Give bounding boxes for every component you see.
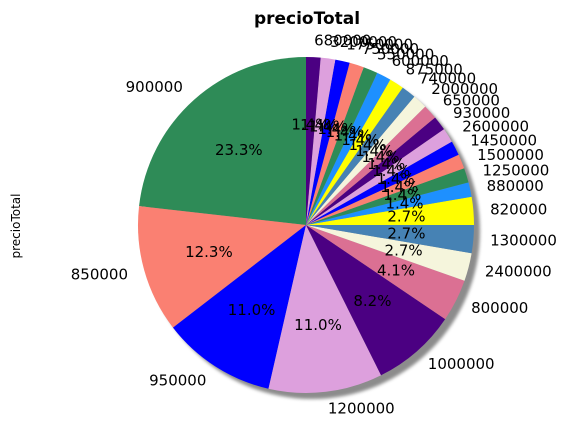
slice-label: 1200000 (328, 400, 395, 418)
slice-label: 880000 (487, 177, 544, 195)
pie-slice (306, 225, 474, 254)
pie-slice (306, 225, 446, 376)
slice-label: 2000000 (431, 80, 498, 98)
slice-label: 1750000 (346, 36, 413, 54)
pie-slice (306, 182, 472, 225)
slice-labels: 900000 850000 950000 1200000 1000000 800000 24… (71, 31, 557, 417)
slice-percent-label: 11.0% (228, 301, 276, 319)
slice-label: 1450000 (470, 131, 537, 149)
pie-slice (306, 62, 364, 225)
slice-percent-label: 1.4% (380, 178, 418, 196)
slice-percent-label: 1.4% (349, 136, 387, 154)
slice-percent-label: 1.4% (372, 162, 410, 180)
slice-percent-label: 1.4% (385, 195, 423, 213)
slice-percent-label: 4.1% (377, 261, 415, 279)
pie-slice (306, 168, 469, 225)
y-axis-label: precioTotal (9, 194, 23, 259)
slice-label: 1500000 (477, 146, 544, 164)
slice-percent-label: 1.4% (291, 115, 329, 133)
pie-slice (306, 117, 444, 225)
slice-label: 2600000 (462, 117, 529, 135)
slice-label: 740000 (419, 70, 476, 88)
pie-slice (306, 67, 378, 226)
slice-percent-label: 23.3% (215, 141, 263, 159)
slice-label: 600000 (392, 52, 449, 70)
pie-slice (139, 57, 306, 225)
slice-label: 550000 (377, 45, 434, 63)
pie-slice (306, 141, 459, 225)
slice-percent-label: 2.7% (387, 208, 425, 226)
slice-percent-label: 1.4% (367, 155, 405, 173)
pie-slice (306, 59, 350, 225)
slice-percent-label: 1.4% (383, 186, 421, 204)
pie-slice (306, 87, 415, 226)
pie-slice (306, 57, 336, 225)
slice-percent-label: 1.4% (317, 120, 355, 138)
pie-slices (137, 56, 474, 393)
slice-percent-label: 1.4% (355, 142, 393, 160)
slice-percent-label: 1.4% (361, 148, 399, 166)
slice-label: 820000 (490, 200, 547, 218)
pie-slice (306, 56, 321, 225)
pie-slice (306, 96, 426, 225)
pie-slice (306, 106, 436, 225)
pie-slice (306, 196, 474, 225)
slice-label: 800000 (471, 299, 528, 317)
pie-slice (306, 154, 465, 225)
slice-percent-label: 1.4% (341, 131, 379, 149)
slice-label: 750000 (362, 40, 419, 58)
pie-slice (268, 225, 382, 393)
pie-slice (306, 225, 465, 320)
slice-label: 650000 (443, 92, 500, 110)
pie-slice (137, 206, 306, 328)
slice-percent-label: 2.7% (385, 241, 423, 259)
slice-label: 2400000 (485, 262, 552, 280)
slice-percent-label: 8.2% (353, 292, 391, 310)
slice-percent-label: 1.4% (300, 116, 338, 134)
slice-label: 3200000 (330, 33, 397, 51)
slice-percent-label: 12.3% (185, 243, 233, 261)
slice-percent-label: 1.4% (334, 127, 372, 145)
percent-labels: 23.3%12.3%11.0%11.0%8.2%4.1%2.7%2.7%2.7%… (185, 115, 425, 334)
slice-percent-label: 1.4% (326, 123, 364, 141)
slice-percent-label: 1.4% (309, 118, 347, 136)
slice-label: 1300000 (490, 232, 557, 250)
pie-slice (306, 129, 452, 225)
slice-label: 1000000 (428, 355, 495, 373)
pie-slice (306, 72, 391, 225)
slice-label: 875000 (406, 60, 463, 78)
slice-label: 850000 (71, 266, 128, 284)
slice-percent-label: 2.7% (387, 225, 425, 243)
slice-label: 950000 (149, 372, 206, 390)
slice-label: 680000 (314, 31, 371, 49)
chart-title: precioTotal (254, 9, 360, 29)
slice-label: 930000 (453, 104, 510, 122)
slice-percent-label: 11.0% (294, 316, 342, 334)
slice-percent-label: 1.4% (377, 170, 415, 188)
pie-slice (172, 225, 306, 389)
pie-slice (306, 79, 403, 226)
pie-slice (306, 225, 472, 281)
slice-label: 900000 (126, 78, 183, 96)
slice-label: 1250000 (483, 161, 550, 179)
